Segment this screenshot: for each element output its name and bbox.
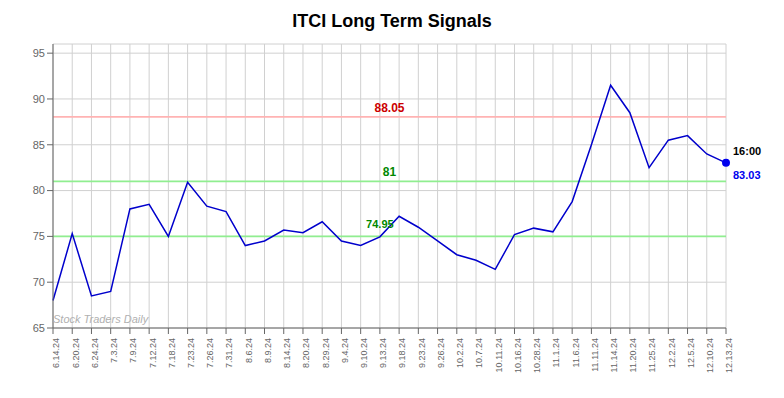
svg-text:7.31.24: 7.31.24: [224, 338, 234, 368]
svg-text:80: 80: [33, 184, 45, 196]
svg-text:6.24.24: 6.24.24: [90, 338, 100, 368]
svg-text:12.5.24: 12.5.24: [686, 338, 696, 368]
svg-text:7.12.24: 7.12.24: [148, 338, 158, 368]
svg-text:83.03: 83.03: [733, 169, 761, 181]
svg-text:8.20.24: 8.20.24: [301, 338, 311, 368]
svg-text:74.95: 74.95: [366, 218, 394, 230]
svg-text:10.28.24: 10.28.24: [532, 338, 542, 373]
svg-text:6.14.24: 6.14.24: [51, 338, 61, 368]
svg-text:70: 70: [33, 276, 45, 288]
svg-text:12.10.24: 12.10.24: [705, 338, 715, 373]
svg-text:7.3.24: 7.3.24: [109, 338, 119, 363]
svg-text:11.14.24: 11.14.24: [609, 338, 619, 372]
svg-text:11.11.24: 11.11.24: [590, 338, 600, 372]
svg-text:8.29.24: 8.29.24: [321, 338, 331, 368]
svg-text:12.13.24: 12.13.24: [724, 338, 734, 373]
svg-text:81: 81: [383, 165, 397, 179]
svg-text:11.6.24: 11.6.24: [571, 338, 581, 367]
svg-text:7.26.24: 7.26.24: [205, 338, 215, 368]
svg-text:9.26.24: 9.26.24: [436, 338, 446, 368]
svg-text:16:00: 16:00: [733, 145, 761, 157]
svg-text:9.13.24: 9.13.24: [378, 338, 388, 368]
svg-text:9.10.24: 9.10.24: [359, 338, 369, 368]
svg-text:9.18.24: 9.18.24: [398, 338, 408, 368]
svg-text:65: 65: [33, 322, 45, 334]
svg-text:11.20.24: 11.20.24: [628, 338, 638, 372]
svg-text:10.16.24: 10.16.24: [513, 338, 523, 373]
svg-text:85: 85: [33, 139, 45, 151]
svg-text:10.2.24: 10.2.24: [455, 338, 465, 368]
html-text:ITCI Long Term Signals: ITCI Long Term Signals: [292, 11, 492, 31]
svg-text:88.05: 88.05: [374, 101, 404, 115]
svg-text:Stock Traders Daily: Stock Traders Daily: [53, 313, 150, 325]
svg-text:7.9.24: 7.9.24: [128, 338, 138, 363]
svg-text:90: 90: [33, 93, 45, 105]
svg-text:11.1.24: 11.1.24: [551, 338, 561, 367]
svg-text:8.14.24: 8.14.24: [282, 338, 292, 368]
svg-text:11.25.24: 11.25.24: [647, 338, 657, 372]
svg-text:95: 95: [33, 47, 45, 59]
svg-text:12.2.24: 12.2.24: [667, 338, 677, 368]
svg-text:6.20.24: 6.20.24: [71, 338, 81, 368]
svg-text:10.7.24: 10.7.24: [474, 338, 484, 368]
svg-text:75: 75: [33, 230, 45, 242]
svg-text:9.23.24: 9.23.24: [417, 338, 427, 368]
svg-text:7.18.24: 7.18.24: [167, 338, 177, 368]
svg-text:8.9.24: 8.9.24: [263, 338, 273, 363]
svg-text:10.11.24: 10.11.24: [494, 338, 504, 372]
svg-text:8.6.24: 8.6.24: [244, 338, 254, 363]
svg-text:7.23.24: 7.23.24: [186, 338, 196, 368]
svg-text:9.4.24: 9.4.24: [340, 338, 350, 363]
